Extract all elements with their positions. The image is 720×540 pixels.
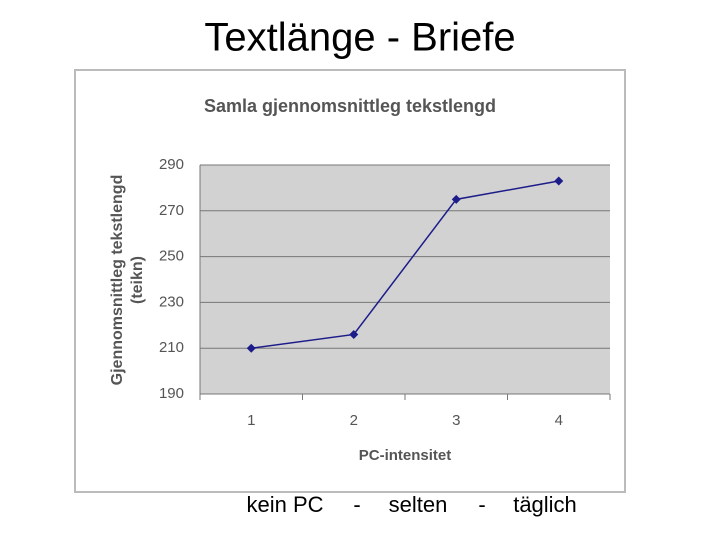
y-tick-label: 190 <box>159 385 184 402</box>
slide-title: Textlänge - Briefe <box>204 16 515 60</box>
series-line <box>251 180 559 349</box>
caption: selten <box>389 492 448 517</box>
caption: - <box>353 492 360 517</box>
y-axis-label: Gjennomsnittleg tekstlengd <box>109 175 126 386</box>
chart-title: Samla gjennomsnittleg tekstlengd <box>204 96 496 116</box>
y-tick-label: 270 <box>159 202 184 219</box>
data-point <box>451 194 461 204</box>
plot-area <box>200 165 610 394</box>
y-tick-label: 210 <box>159 339 184 356</box>
y-tick-label: 250 <box>159 248 184 265</box>
y-tick-label: 230 <box>159 293 184 310</box>
caption: kein PC <box>246 492 323 517</box>
y-tick-label: 290 <box>159 156 184 173</box>
y-axis-label: (teikn) <box>129 256 146 304</box>
x-tick-label: 4 <box>555 412 563 429</box>
data-point <box>554 176 564 186</box>
x-tick-label: 3 <box>452 412 460 429</box>
caption: - <box>478 492 485 517</box>
data-point <box>349 329 359 339</box>
x-tick-label: 1 <box>247 412 255 429</box>
data-point <box>246 343 256 353</box>
x-axis-label: PC-intensitet <box>359 447 452 464</box>
x-tick-label: 2 <box>350 412 358 429</box>
caption: täglich <box>513 492 577 517</box>
